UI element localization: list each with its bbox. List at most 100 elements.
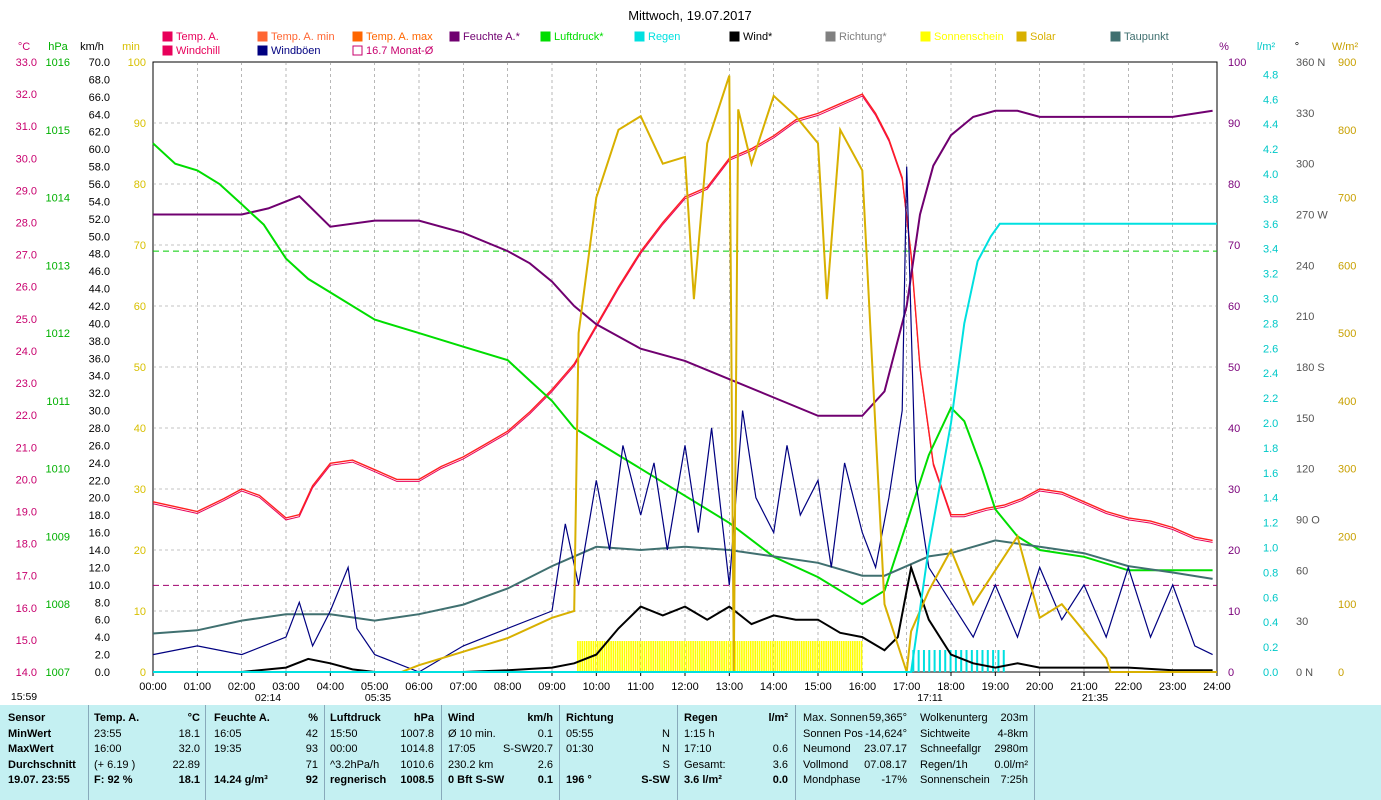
- legend-swatch: [257, 45, 268, 56]
- sonne-row-value: -14,624°: [865, 727, 907, 740]
- legend-label: Temp. A. max: [366, 31, 433, 43]
- regen-row: 17:10 0.6: [684, 742, 788, 758]
- feuchte-row-value: 71: [305, 758, 318, 771]
- temp-tick-label: 24.0: [16, 346, 37, 358]
- x-tick-label: 16:00: [849, 681, 877, 693]
- solar-tick-label: 700: [1338, 193, 1356, 205]
- legend-label: 16.7 Monat-Ø: [366, 45, 434, 57]
- regen-header: Regen l/m²: [684, 711, 788, 727]
- temp-row-label: F: 92 %: [94, 774, 133, 786]
- solar-tick-label: 800: [1338, 125, 1356, 137]
- wind-tick-label: 4.0: [95, 632, 110, 644]
- axis-unit-headers: °C hPa km/h min% l/m² ° W/m²: [18, 41, 1359, 53]
- wind-tick-label: 42.0: [89, 301, 110, 313]
- luftdruck-header: Luftdruck hPa: [330, 711, 434, 727]
- pressure-tick-label: 1014: [46, 193, 70, 205]
- rain-tick-label: 0.8: [1263, 567, 1278, 579]
- x-tick-label: 11:00: [627, 681, 654, 693]
- row-label-current: 19.07. 23:55: [8, 774, 70, 786]
- row-label-min: MinWert: [8, 727, 52, 740]
- sonne-row-value: 59,365°: [868, 712, 907, 724]
- wind-row-label: 17:05: [448, 743, 476, 755]
- wind-unit: km/h: [527, 712, 553, 724]
- direction-unit-label: °: [1295, 41, 1299, 53]
- misc-row: Schneefallgr 2980m: [920, 742, 1028, 758]
- grid-lines: [152, 61, 1218, 673]
- legend-label: Taupunkt: [1124, 31, 1169, 43]
- solar-tick-label: 900: [1338, 57, 1356, 69]
- x-tick-label: 13:00: [716, 681, 744, 693]
- x-tick-label: 22:00: [1115, 681, 1143, 693]
- feuchte-row-label: 19:35: [214, 743, 242, 755]
- misc-row-value: 0.0l/m²: [994, 758, 1028, 771]
- wind-tick-label: 26.0: [89, 440, 110, 452]
- rain-tick-label: 0.2: [1263, 642, 1278, 654]
- temp-title: Temp. A.: [94, 712, 140, 724]
- wind-column: Wind km/h Ø 10 min. 0.1 17:05 S-SW 20.7 230.2 k…: [448, 711, 553, 789]
- feuchte-row-value: 93: [305, 743, 318, 755]
- legend-swatch: [352, 31, 363, 42]
- regen-row: 1:15 h: [684, 727, 788, 743]
- misc-row-label: Regen/1h: [920, 758, 968, 771]
- legend-label: Wind*: [743, 31, 773, 43]
- x-tick-label: 03:00: [272, 681, 300, 693]
- sonne-row-label: Neumond: [803, 743, 851, 755]
- rain-tick-label: 3.4: [1263, 244, 1278, 256]
- temp-row: F: 92 % 18.1: [94, 773, 200, 789]
- rain-tick-label: 2.2: [1263, 393, 1278, 405]
- temp-tick-label: 25.0: [16, 314, 37, 326]
- time-marker: 17:11: [917, 692, 943, 704]
- x-tick-label: 07:00: [450, 681, 478, 693]
- x-tick-label: 05:00: [361, 681, 389, 693]
- wind-tick-label: 18.0: [89, 510, 110, 522]
- regen-row: 3.6 l/m² 0.0: [684, 773, 788, 789]
- wind-tick-label: 70.0: [89, 57, 110, 69]
- solar-tick-label: 400: [1338, 396, 1356, 408]
- x-tick-label: 23:00: [1159, 681, 1187, 693]
- series-line: [152, 166, 1213, 673]
- series-line: [152, 93, 1213, 542]
- wind-tick-label: 62.0: [89, 127, 110, 139]
- feuchte-row-value: 92: [305, 774, 318, 786]
- legend-label: Windböen: [271, 45, 321, 57]
- pressure-tick-label: 1010: [46, 464, 70, 476]
- wind-row: 0 Bft S-SW 0.1: [448, 773, 553, 789]
- legend-swatch: [825, 31, 836, 42]
- temp-tick-label: 29.0: [16, 185, 37, 197]
- temp-tick-label: 32.0: [16, 89, 37, 101]
- regen-row-value: 0.6: [772, 743, 788, 755]
- x-tick-label: 20:00: [1026, 681, 1054, 693]
- sonne-row: Sonnen Pos -14,624°: [803, 727, 907, 743]
- legend-label: Windchill: [176, 45, 220, 57]
- temp-tick-label: 21.0: [16, 442, 37, 454]
- x-tick-label: 12:00: [671, 681, 699, 693]
- misc-row-value: 203m: [1000, 712, 1028, 724]
- time-marker: 05:35: [365, 692, 391, 704]
- richtung-row: 01:30 N: [566, 742, 670, 758]
- wind-row-value: 20.7: [531, 743, 553, 755]
- wind-tick-label: 48.0: [89, 249, 110, 261]
- misc-row: Sonnenschein 7:25h: [920, 773, 1028, 789]
- temp-row-value: 22.89: [172, 758, 200, 771]
- legend-swatch: [1110, 31, 1121, 42]
- temp-tick-label: 22.0: [16, 410, 37, 422]
- humidity-tick-label: 40: [1228, 423, 1240, 435]
- feuchte-row: 71: [214, 758, 318, 774]
- rain-tick-label: 3.6: [1263, 219, 1278, 231]
- time-marker: 21:35: [1082, 692, 1108, 704]
- temp-tick-label: 31.0: [16, 121, 37, 133]
- feuchte-row: 19:35 93: [214, 742, 318, 758]
- x-tick-label: 04:00: [317, 681, 345, 693]
- luftdruck-row-label: ^3.2hPa/h: [330, 758, 380, 771]
- richtung-row: S: [566, 758, 670, 774]
- legend-swatch: [729, 31, 740, 42]
- rain-tick-label: 3.0: [1263, 294, 1278, 306]
- feuchte-row: 14.24 g/m³ 92: [214, 773, 318, 789]
- min-tick-label: 70: [134, 240, 146, 252]
- richtung-row-label: 05:55: [566, 727, 594, 740]
- x-tick-label: 06:00: [405, 681, 433, 693]
- feuchte-row-label: 16:05: [214, 727, 242, 740]
- direction-tick-label: 270 W: [1296, 210, 1328, 222]
- feuchte-row-value: 42: [305, 727, 318, 740]
- wind-tick-label: 16.0: [89, 528, 110, 540]
